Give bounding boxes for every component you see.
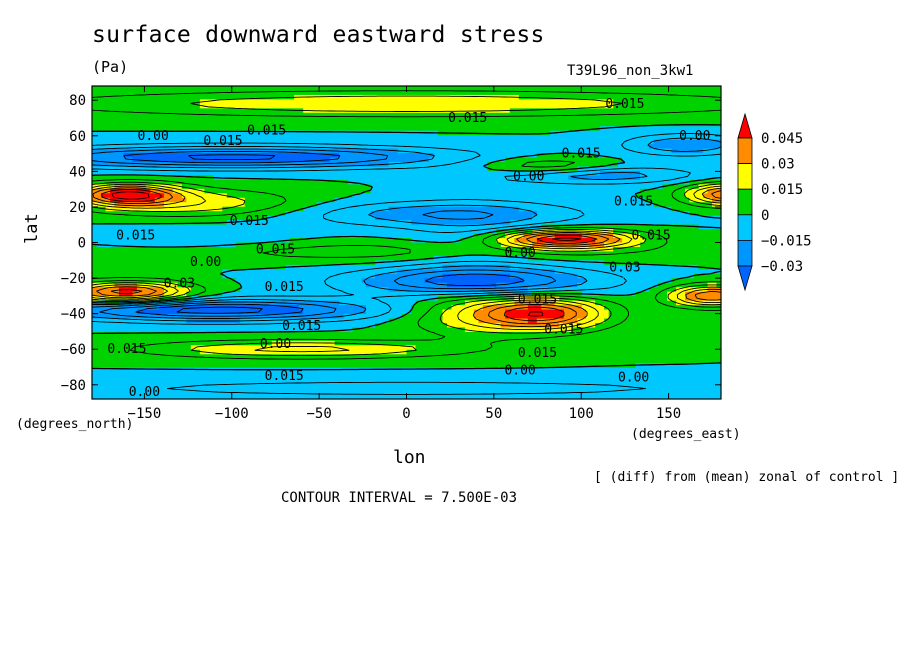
colorbar-label: −0.015 (761, 233, 812, 249)
contour-label: 0.015 (614, 195, 653, 210)
y-tick-label: −40 (61, 307, 86, 323)
y-tick-label: 0 (78, 236, 86, 252)
contour-label: 0.015 (230, 214, 269, 229)
colorbar-band (737, 214, 753, 241)
contour-label: 0.015 (256, 243, 295, 258)
contour-label: 0.03 (609, 260, 640, 275)
y-axis-units: (degrees_north) (16, 417, 134, 432)
x-tick-label: 100 (569, 406, 594, 422)
colorbar: 0.045 0.03 0.015 0 −0.015 −0.03 (737, 112, 812, 292)
filled-contours (92, 86, 721, 399)
colorbar-band (737, 188, 753, 216)
contour-label: 0.015 (282, 319, 321, 334)
contour-line (92, 95, 721, 357)
contour-label: 0.015 (562, 147, 601, 162)
y-tick-label: −20 (61, 271, 86, 287)
colorbar-label: 0.015 (761, 182, 803, 198)
contour-label: 0.00 (260, 337, 291, 352)
contour-label: 0.015 (544, 323, 583, 338)
y-tick-label: 20 (69, 200, 86, 216)
colorbar-over-arrow (737, 112, 753, 139)
contour-label: 0.00 (138, 129, 169, 144)
x-tick-label: 0 (402, 406, 410, 422)
contour-label: 0.015 (107, 342, 146, 357)
contour-line (176, 154, 276, 314)
contour-label: 0.015 (518, 346, 557, 361)
contour-line (111, 191, 582, 317)
colorbar-band (737, 163, 753, 190)
contour-line (92, 137, 721, 322)
contour-line (92, 187, 721, 325)
contour-interval: CONTOUR INTERVAL = 7.500E-03 (281, 490, 518, 506)
y-tick-label: 60 (69, 129, 86, 145)
contour-labels: 0.015 0.015 0.015 0.00 0.00 0.015 0.015 0.00 0.0… (107, 97, 710, 400)
run-label: T39L96_non_3kw1 (567, 63, 694, 79)
y-tick-label: −80 (61, 378, 86, 394)
contour-line (92, 148, 557, 319)
x-axis-units: (degrees_east) (631, 427, 741, 442)
y-tick-label: 40 (69, 164, 86, 180)
contour-lines (92, 90, 721, 395)
colorbar-label: −0.03 (761, 259, 803, 275)
chart-units: (Pa) (92, 58, 129, 76)
contour-label: 0.00 (129, 385, 160, 400)
x-tick-label: 50 (485, 406, 502, 422)
contour-label: 0.00 (504, 246, 535, 261)
x-tick-label: 150 (656, 406, 681, 422)
contour-label: 0.03 (164, 276, 195, 291)
x-tick-label: −100 (215, 406, 249, 422)
contour-line (92, 90, 721, 360)
colorbar-band (737, 239, 753, 267)
contour-label: 0.00 (504, 364, 535, 379)
x-tick-label: −50 (306, 406, 331, 422)
contour-line (101, 189, 598, 322)
axes: −150 −100 −50 0 50 100 150 80 60 40 20 0 −20 −40 −60 −8… (61, 86, 721, 422)
contour-line (92, 183, 721, 353)
contour-label: 0.00 (679, 129, 710, 144)
x-tick-label: −150 (128, 406, 162, 422)
contour-label: 0.015 (265, 280, 304, 295)
contour-label: 0.015 (518, 292, 557, 307)
x-axis-label: lon (393, 447, 426, 468)
contour-label: 0.00 (513, 170, 544, 185)
contour-label: 0.015 (605, 97, 644, 112)
colorbar-label: 0 (761, 208, 769, 224)
colorbar-band (737, 137, 753, 165)
contour-label: 0.00 (618, 371, 649, 386)
y-tick-label: 80 (69, 93, 86, 109)
colorbar-label: 0.045 (761, 131, 803, 147)
colorbar-label: 0.03 (761, 157, 795, 173)
contour-label: 0.015 (116, 228, 155, 243)
y-tick-label: −60 (61, 342, 86, 358)
contour-label: 0.015 (448, 111, 487, 126)
contour-label: 0.015 (265, 369, 304, 384)
contour-label: 0.015 (632, 228, 671, 243)
contour-line (92, 124, 721, 371)
colorbar-under-arrow (737, 265, 753, 292)
contour-label: 0.015 (247, 124, 286, 139)
contour-label: 0.00 (190, 255, 221, 270)
contour-line (92, 185, 721, 328)
contour-line (123, 151, 525, 317)
contour-line (92, 133, 721, 395)
chart-title: surface downward eastward stress (92, 22, 545, 48)
difference-note: [ (diff) from (mean) zonal of control ] (594, 470, 900, 485)
contour-label: 0.015 (203, 134, 242, 149)
